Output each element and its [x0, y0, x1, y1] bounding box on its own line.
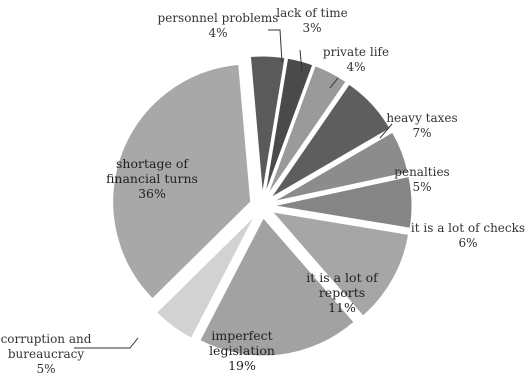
slice-label-lack-of-time: lack of time 3%: [276, 6, 347, 35]
pie-slice-penalties: [272, 131, 409, 203]
slice-label-penalties: penalties 5%: [394, 165, 449, 194]
slice-label-heavy-taxes: heavy taxes 7%: [386, 111, 457, 140]
slice-label-imperfect-legislation: imperfect legislation 19%: [209, 328, 275, 373]
pie-slice-lack-of-time: [264, 57, 314, 195]
leader-line-corruption-and-bureaucracy: [74, 337, 139, 349]
pie-slice-corruption-and-bureaucracy: [155, 215, 256, 339]
slice-labels: personnel problems 4%lack of time 3% privat…: [1, 6, 525, 376]
pie-slices: [112, 55, 413, 357]
pie-slice-private-life: [267, 65, 347, 196]
leader-line-personnel-problems: [268, 29, 283, 63]
slice-label-private-life: private life 4%: [323, 45, 389, 74]
slice-label-it-is-a-lot-of-reports: it is a lot of reports 11%: [306, 270, 379, 315]
leader-line-lack-of-time: [299, 49, 303, 73]
pie-slice-personnel-problems: [249, 55, 286, 195]
leader-lines: [74, 29, 393, 349]
pie-slice-shortage-of-financial-turns: [112, 63, 252, 300]
slice-label-it-is-a-lot-of-checks: it is a lot of checks 6%: [411, 221, 525, 250]
pie-slice-it-is-a-lot-of-checks: [273, 175, 413, 229]
pie-slice-heavy-taxes: [270, 83, 391, 199]
slice-label-shortage-of-financial-turns: shortage of financial turns 36%: [106, 156, 198, 201]
slice-label-personnel-problems: personnel problems 4%: [158, 11, 279, 40]
pie-slice-imperfect-legislation: [199, 217, 355, 357]
slice-label-corruption-and-bureaucracy: corruption and bureaucracy 5%: [1, 332, 92, 376]
leader-line-private-life: [329, 77, 339, 89]
pie-slice-it-is-a-lot-of-reports: [271, 211, 410, 317]
leader-line-heavy-taxes: [379, 123, 393, 139]
